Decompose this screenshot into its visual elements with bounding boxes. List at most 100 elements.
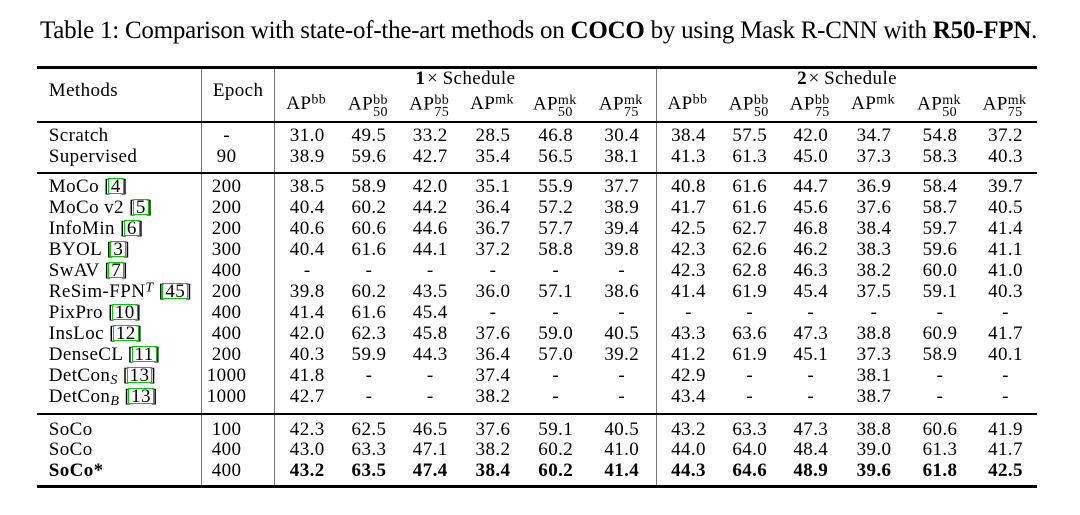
value-cell: 44.7 (793, 176, 829, 198)
citation-link[interactable]: [10] (102, 302, 142, 324)
epoch-cell: 200 (201, 218, 275, 240)
epoch-cell: 100 (201, 414, 275, 441)
citation-link[interactable]: [7] (99, 260, 128, 282)
citation-link[interactable]: [11] (122, 344, 161, 366)
value-cell: - (489, 302, 497, 324)
value-cell: 43.5 (412, 281, 448, 303)
table-row-pretrain-5: ReSim-FPNT [45] 200 39.8 60.2 43.5 36.0 57.1 38… (36, 281, 1038, 303)
epoch-cell: 400 (201, 460, 275, 487)
citation-number[interactable]: 11 (134, 344, 154, 366)
value-cell: 41.4 (585, 460, 658, 487)
citation-number[interactable]: 5 (135, 197, 146, 219)
metric-base: AP (851, 92, 877, 114)
value-cell: 45.4 (793, 281, 829, 303)
method-cell: SoCo* (36, 459, 203, 487)
method-cell: InsLoc [12] (36, 323, 203, 345)
table-row-pretrain-10: DetConB [13] 1000 42.7- -38.2- -43.4- -38.7- - (36, 386, 1038, 415)
header-schedule-1x: 1× Schedule (274, 67, 658, 95)
value-cell: - (426, 365, 434, 387)
table-row-baseline-1: Supervised 90 38.9 59.6 42.7 35.4 56.5 38.1 41.3… (36, 145, 1038, 174)
value-cell: 39.0 (856, 439, 892, 461)
citation-number[interactable]: 4 (110, 176, 121, 198)
value-cell: 40.5 (585, 414, 658, 441)
value-cell: 58.7 (922, 197, 958, 219)
value-cell: - (552, 365, 560, 387)
value-cell: 61.3 (732, 145, 768, 167)
value-cell: - (746, 386, 754, 408)
citation-number[interactable]: 45 (165, 281, 186, 303)
citation-number[interactable]: 12 (115, 323, 136, 345)
citation-link[interactable]: [5] (123, 197, 153, 219)
value-cell: 42.3 (289, 418, 325, 440)
value-cell: 47.3 (793, 418, 829, 440)
method-name: SwAV (48, 260, 100, 282)
metric-header-1x-mk75: AP mk 75 (585, 93, 658, 122)
value-cell: 55.9 (538, 176, 574, 198)
value-cell: 46.8 (538, 125, 574, 147)
method-subscript: B (110, 394, 120, 410)
citation-link[interactable]: [13] (117, 365, 157, 387)
metric-superscript: bb (753, 92, 769, 108)
method-name: DenseCL (48, 344, 123, 366)
citation-link[interactable]: [3] (101, 239, 130, 261)
value-cell: 40.3 (988, 281, 1023, 303)
value-cell: 59.1 (922, 281, 958, 303)
value-cell: 38.2 (475, 439, 511, 461)
citation-number[interactable]: 10 (114, 302, 135, 324)
citation-link[interactable]: [45] (153, 281, 192, 303)
value-cell: 42.9 (671, 365, 706, 387)
value-cell: - (936, 302, 944, 324)
citation-link[interactable]: [4] (98, 176, 128, 198)
method-name: MoCo (48, 176, 99, 198)
value-cell: 38.9 (289, 145, 325, 167)
metric-base: AP (598, 93, 624, 114)
citation-link[interactable]: [6] (114, 218, 144, 240)
value-cell: 57.0 (538, 344, 574, 366)
value-cell: 59.6 (922, 239, 958, 261)
value-cell: - (365, 386, 373, 408)
value-cell: 43.2 (671, 418, 706, 440)
value-cell: 42.5 (671, 218, 706, 240)
value-cell: 43.2 (289, 459, 325, 481)
epoch-cell: 200 (201, 173, 275, 198)
method-name: SoCo* (48, 459, 104, 481)
metric-superscript: mk (876, 92, 895, 107)
method-name: PixPro (48, 302, 103, 324)
method-cell: MoCo v2 [5] (36, 197, 203, 219)
method-name: InfoMin (48, 218, 115, 240)
metric-superscript: mk (942, 92, 961, 108)
citation-link[interactable]: [12] (103, 323, 143, 345)
metric-base: AP (532, 93, 558, 114)
value-cell: 44.0 (671, 439, 706, 461)
metric-base: AP (982, 93, 1008, 114)
value-cell: 59.0 (538, 323, 574, 345)
value-cell: - (746, 365, 754, 387)
value-cell: 40.5 (988, 197, 1023, 219)
metric-subscript: 50 (942, 105, 957, 120)
value-cell: 40.3 (988, 145, 1023, 167)
value-cell: 62.5 (351, 418, 387, 440)
citation-number[interactable]: 7 (111, 260, 122, 282)
method-cell: DetConS [13] (36, 365, 203, 388)
value-cell: 39.8 (585, 239, 658, 261)
value-cell: 61.6 (351, 302, 387, 324)
value-cell: 63.6 (732, 323, 768, 345)
header-schedule-2x: 2× Schedule (657, 67, 1038, 95)
value-cell: 42.7 (412, 145, 448, 167)
value-cell: 54.8 (922, 125, 958, 147)
value-cell: 39.8 (289, 281, 325, 303)
method-name: DetCon (48, 365, 111, 387)
citation-number[interactable]: 13 (131, 386, 151, 408)
value-cell: 58.9 (351, 176, 387, 198)
metric-header-2x-mk: APmk (840, 92, 906, 122)
citation-number[interactable]: 13 (129, 365, 150, 387)
value-cell: - (807, 365, 815, 387)
citation-number[interactable]: 6 (126, 218, 137, 240)
citation-number[interactable]: 3 (113, 239, 124, 261)
value-cell: 36.9 (856, 176, 892, 198)
citation-link[interactable]: [13] (119, 386, 158, 408)
value-cell: 41.4 (988, 218, 1023, 240)
method-cell: DetConB [13] (36, 386, 203, 415)
metric-superscript: bb (373, 92, 388, 108)
epoch-cell: 400 (201, 302, 275, 324)
